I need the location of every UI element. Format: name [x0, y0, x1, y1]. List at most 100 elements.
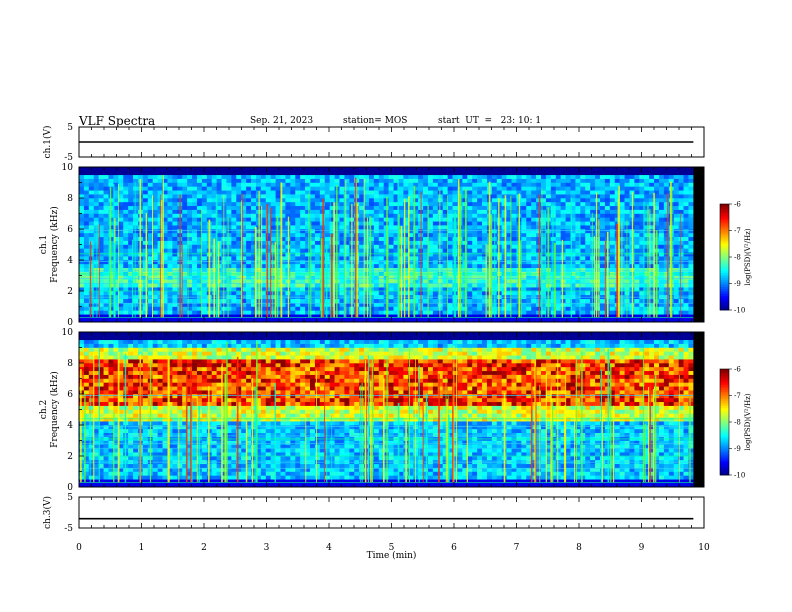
psd-cell	[624, 318, 630, 323]
psd-cell	[211, 178, 217, 183]
station-label: station= MOS	[343, 116, 408, 126]
psd-cell	[157, 178, 163, 183]
psd-cell	[506, 298, 512, 303]
psd-cell	[241, 279, 247, 284]
psd-cell	[373, 209, 380, 214]
psd-cell	[501, 178, 507, 183]
psd-cell	[437, 318, 444, 323]
psd-cell	[550, 170, 557, 176]
psd-cell	[609, 256, 616, 261]
psd-cell	[482, 174, 488, 179]
psd-cell	[418, 167, 424, 172]
psd-cell	[472, 252, 478, 257]
psd-cell	[162, 302, 168, 307]
psd-cell	[457, 186, 463, 191]
psd-cell	[511, 287, 517, 292]
psd-cell	[344, 252, 350, 257]
psd-cell	[654, 225, 660, 230]
psd-cell	[688, 221, 694, 226]
psd-cell	[580, 201, 586, 207]
psd-cell	[447, 279, 453, 284]
psd-cell	[393, 217, 399, 222]
psd-cell	[108, 170, 114, 176]
psd-cell	[585, 170, 591, 176]
psd-cell	[364, 302, 370, 307]
psd-cell	[113, 318, 119, 323]
psd-cell	[339, 221, 345, 226]
psd-cell	[260, 318, 267, 323]
psd-cell	[152, 221, 158, 226]
psd-cell	[314, 302, 321, 307]
psd-cell	[305, 217, 311, 222]
psd-cell	[595, 248, 601, 253]
psd-cell	[295, 263, 301, 269]
psd-cell	[408, 291, 414, 296]
psd-cell	[565, 182, 571, 187]
psd-cell	[531, 256, 537, 261]
psd-cell	[521, 178, 527, 183]
psd-cell	[521, 194, 527, 199]
psd-cell	[526, 205, 532, 210]
psd-cell	[403, 302, 409, 307]
psd-cell	[167, 205, 173, 210]
psd-cell	[118, 174, 124, 179]
psd-cell	[427, 283, 434, 288]
psd-cell	[649, 298, 655, 303]
psd-cell	[644, 267, 650, 272]
psd-cell	[427, 209, 434, 214]
psd-cell	[359, 310, 365, 315]
psd-cell	[649, 283, 655, 288]
psd-cell	[649, 205, 655, 210]
psd-cell	[649, 213, 655, 218]
psd-cell	[79, 186, 85, 191]
psd-cell	[418, 318, 424, 323]
psd-cell	[472, 221, 478, 226]
psd-cell	[403, 291, 409, 296]
psd-cell	[310, 267, 316, 272]
psd-cell	[314, 310, 321, 315]
psd-cell	[413, 240, 419, 245]
psd-cell	[526, 198, 532, 203]
psd-cell	[442, 225, 448, 230]
psd-cell	[472, 310, 478, 315]
psd-cell	[555, 232, 561, 238]
psd-cell	[663, 201, 670, 207]
psd-cell	[678, 248, 684, 253]
psd-cell	[590, 291, 596, 296]
psd-cell	[314, 298, 321, 303]
psd-cell	[152, 217, 158, 222]
psd-cell	[236, 291, 242, 296]
psd-cell	[192, 248, 198, 253]
psd-cell	[172, 217, 178, 222]
psd-cell	[187, 190, 193, 195]
psd-cell	[339, 232, 345, 238]
psd-cell	[501, 283, 507, 288]
psd-cell	[123, 287, 129, 292]
psd-cell	[403, 279, 409, 284]
psd-cell	[585, 194, 591, 199]
psd-cell	[236, 217, 242, 222]
psd-cell	[118, 244, 124, 249]
psd-cell	[378, 287, 385, 292]
psd-cell	[236, 287, 242, 292]
psd-cell	[255, 240, 262, 245]
psd-cell	[133, 252, 139, 257]
psd-cell	[162, 318, 168, 323]
psd-cell	[241, 283, 247, 288]
psd-cell	[93, 314, 99, 319]
psd-cell	[501, 252, 507, 257]
psd-cell	[123, 306, 129, 311]
psd-cell	[93, 174, 99, 179]
psd-cell	[629, 170, 635, 176]
psd-cell	[393, 186, 399, 191]
psd-cell	[644, 198, 650, 203]
psd-cell	[123, 283, 129, 288]
psd-cell	[388, 186, 394, 191]
psd-cell	[541, 302, 547, 307]
psd-cell	[408, 252, 414, 257]
psd-cell	[231, 318, 237, 323]
psd-cell	[624, 190, 630, 195]
psd-cell	[580, 205, 586, 210]
psd-cell	[255, 232, 262, 238]
psd-cell	[560, 291, 566, 296]
